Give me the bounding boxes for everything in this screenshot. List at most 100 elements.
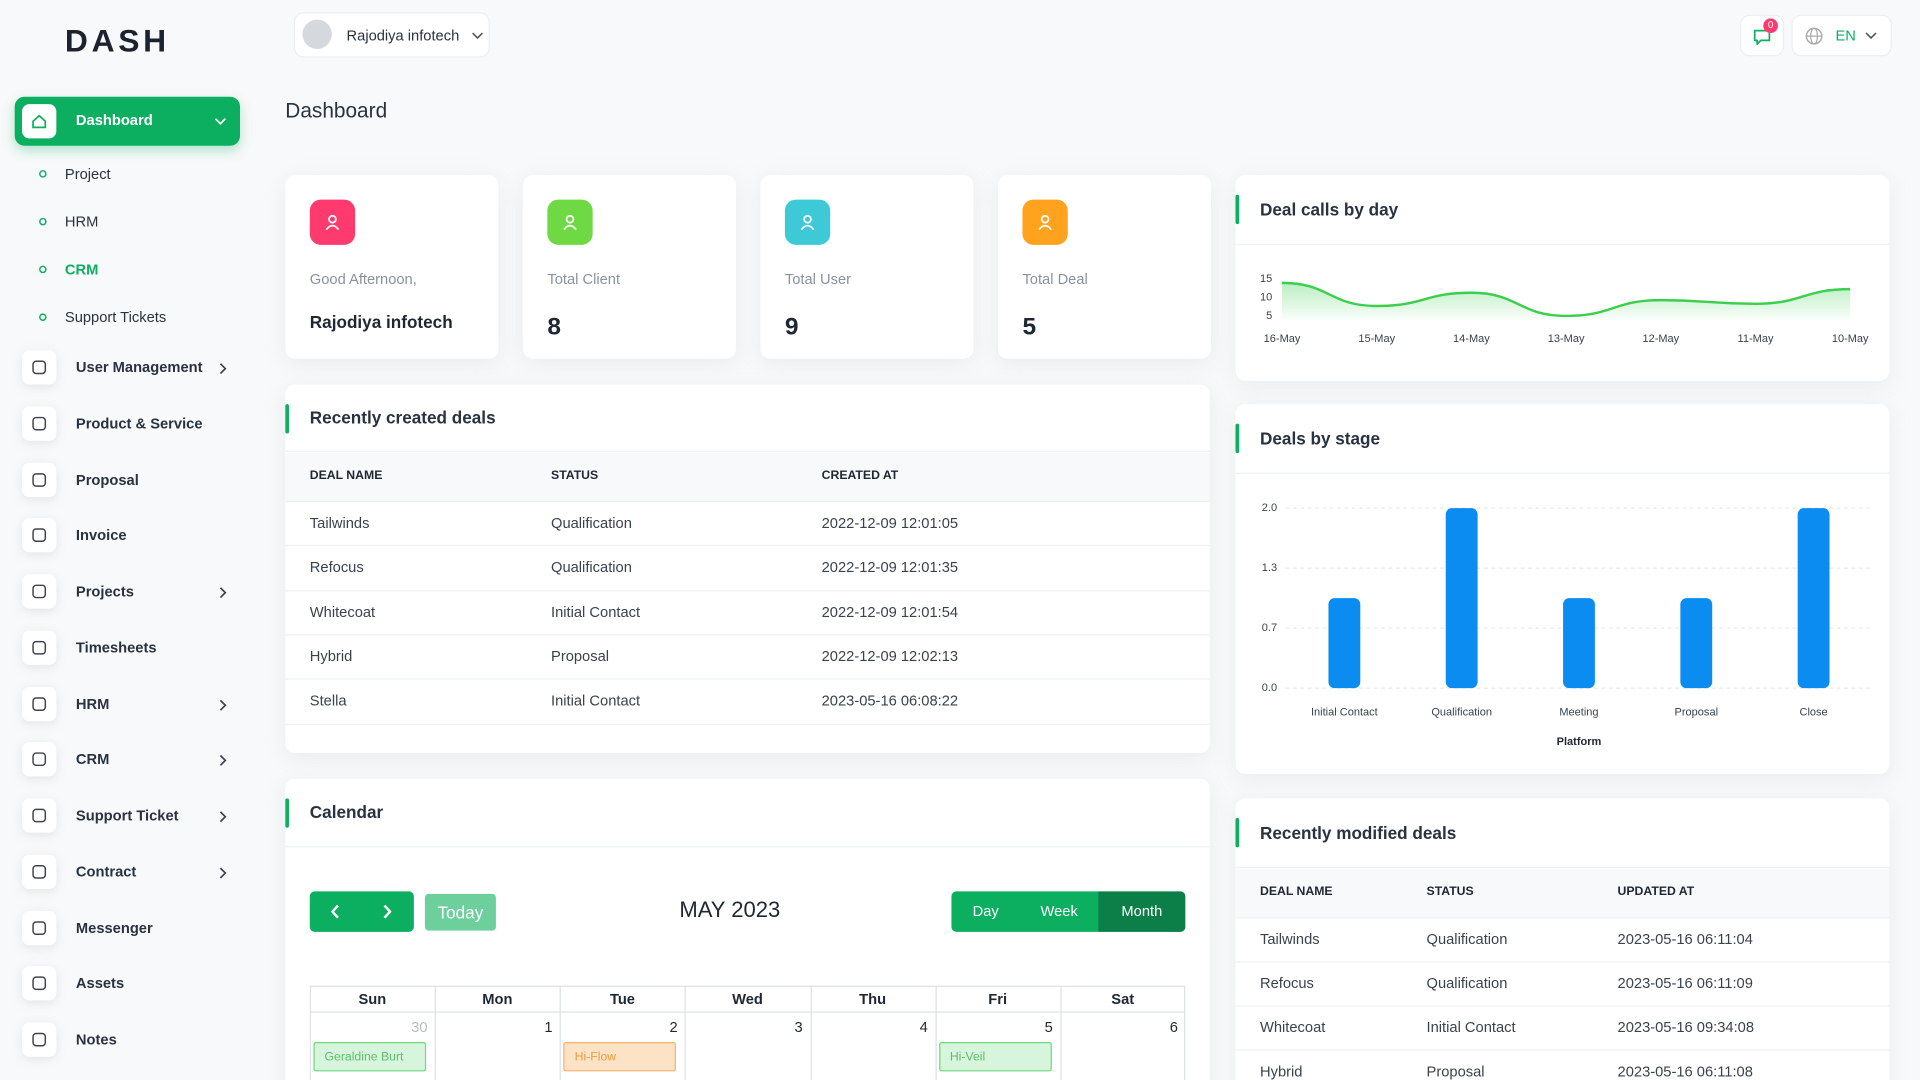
nav-buttons — [309, 891, 414, 932]
title-accent — [285, 404, 289, 434]
glyph — [219, 699, 227, 711]
nav-item-active[interactable]: Dashboard — [14, 96, 240, 146]
nav-item[interactable]: Assets — [15, 962, 240, 1006]
prev-button[interactable] — [329, 904, 341, 920]
globe-icon — [1805, 27, 1823, 45]
calendar-event[interactable]: Hi-Flow — [563, 1042, 677, 1072]
view-button[interactable]: Day — [972, 902, 999, 920]
nav-icon — [22, 518, 57, 553]
grid-line — [935, 985, 937, 1080]
glyph — [39, 265, 47, 274]
nav-item[interactable]: Support Ticket — [15, 793, 240, 837]
nav-label: Proposal — [75, 470, 139, 488]
nav-icon — [22, 798, 57, 833]
nav-label: HRM — [75, 694, 110, 713]
x-axis-label: Platform — [1557, 736, 1602, 748]
submenu-item[interactable]: CRM — [64, 260, 99, 278]
title-accent — [1235, 423, 1240, 454]
glyph — [32, 584, 47, 599]
nav-item[interactable]: Invoice — [15, 513, 240, 557]
nav-label: Support Ticket — [75, 806, 179, 825]
glyph — [32, 864, 47, 879]
nav-item[interactable]: Projects — [15, 569, 240, 613]
nav-icon — [22, 630, 57, 665]
logo[interactable]: DASH — [64, 22, 170, 59]
table-cell: Whitecoat — [309, 603, 376, 621]
nav-icon — [22, 350, 57, 385]
home-icon — [32, 114, 47, 129]
icon-glyph — [32, 920, 47, 935]
icon-glyph — [32, 472, 47, 487]
table-cell: Hybrid — [1260, 1062, 1303, 1080]
nav-item[interactable]: Proposal — [15, 457, 240, 501]
view-button[interactable]: Week — [1040, 902, 1078, 920]
icon-glyph — [32, 808, 47, 823]
table-cell: 2022-12-09 12:01:35 — [821, 558, 959, 577]
language-button[interactable]: EN — [1791, 14, 1892, 57]
nav-item[interactable]: Contract — [15, 849, 240, 893]
icon-glyph — [32, 752, 47, 767]
chevron — [219, 755, 227, 767]
today-button[interactable]: Today — [424, 893, 496, 931]
x-tick-label: Proposal — [1675, 707, 1718, 719]
chevron — [219, 699, 227, 711]
nav-icon — [22, 1022, 57, 1057]
table-cell: 2023-05-16 06:11:08 — [1617, 1062, 1753, 1080]
table-cell: Proposal — [1426, 1062, 1485, 1080]
title-accent — [285, 798, 289, 828]
icon-glyph — [32, 976, 47, 991]
stat-label: Total Client — [547, 270, 621, 288]
submenu-item[interactable]: Support Tickets — [64, 308, 167, 326]
user-menu[interactable]: Rajodiya infotech — [293, 12, 490, 58]
nav-item[interactable]: Product & Service — [15, 401, 240, 445]
grid-line — [1184, 985, 1186, 1080]
bullet — [39, 265, 47, 274]
calendar-grid: Sun Mon Tue Wed Thu Fri Sat 30 Geraldine Burt 1 2 H… — [309, 985, 1186, 1080]
glyph — [39, 170, 47, 178]
next-button[interactable] — [381, 904, 393, 920]
table-cell: 2022-12-09 12:01:05 — [821, 514, 959, 532]
icon-glyph — [32, 864, 47, 879]
nav-item[interactable]: Messenger — [15, 906, 240, 950]
table-cell: 2023-05-16 06:11:09 — [1617, 974, 1753, 992]
nav-item[interactable]: Notes — [15, 1018, 240, 1062]
divider — [285, 450, 1210, 452]
x-tick-label: Meeting — [1559, 707, 1598, 719]
calendar-event[interactable]: Hi-Veil — [938, 1042, 1052, 1072]
column-header: CREATED AT — [821, 468, 899, 482]
messages-button[interactable]: 0 — [1740, 14, 1785, 57]
view-switcher: Day Week Month — [951, 891, 1186, 932]
nav-label: Dashboard — [75, 111, 153, 129]
stat-value: 9 — [784, 313, 799, 341]
x-tick-label: 13-May — [1548, 333, 1585, 345]
weekday: Sat — [1111, 990, 1135, 1008]
nav-item[interactable]: User Management — [15, 345, 240, 389]
glyph — [32, 920, 47, 935]
row-divider — [285, 678, 1210, 680]
nav-item[interactable]: HRM — [15, 681, 240, 725]
nav-item[interactable]: Timesheets — [15, 625, 240, 669]
calendar-event[interactable]: Geraldine Burt — [313, 1042, 427, 1072]
row-divider — [285, 589, 1210, 591]
card-title: Deals by stage — [1260, 428, 1381, 449]
divider — [1235, 866, 1890, 869]
view-button[interactable]: Month — [1098, 891, 1186, 932]
icon-glyph — [563, 214, 577, 231]
divider — [285, 846, 1210, 848]
glyph — [32, 696, 47, 711]
nav-icon — [22, 910, 57, 945]
submenu-item[interactable]: HRM — [64, 213, 99, 231]
column-header: STATUS — [551, 468, 599, 482]
line-chart: 5 10 15 16-May 15-May 14-May 13-May 12-May 11-Ma… — [1260, 273, 1869, 345]
weekday: Sun — [358, 990, 387, 1008]
icon-glyph — [32, 528, 47, 543]
column-header: DEAL NAME — [1260, 884, 1333, 899]
stat-label: Good Afternoon, — [309, 270, 417, 288]
submenu-item[interactable]: Project — [64, 165, 111, 183]
calendar-card: Calendar Today MAY 2023 Day Week Month Sun… — [285, 778, 1210, 1080]
nav-label: Invoice — [75, 526, 127, 544]
y-tick-label: 1.3 — [1262, 562, 1277, 574]
glyph — [32, 752, 47, 767]
nav-item[interactable]: CRM — [15, 737, 240, 781]
nav-icon — [22, 574, 57, 609]
